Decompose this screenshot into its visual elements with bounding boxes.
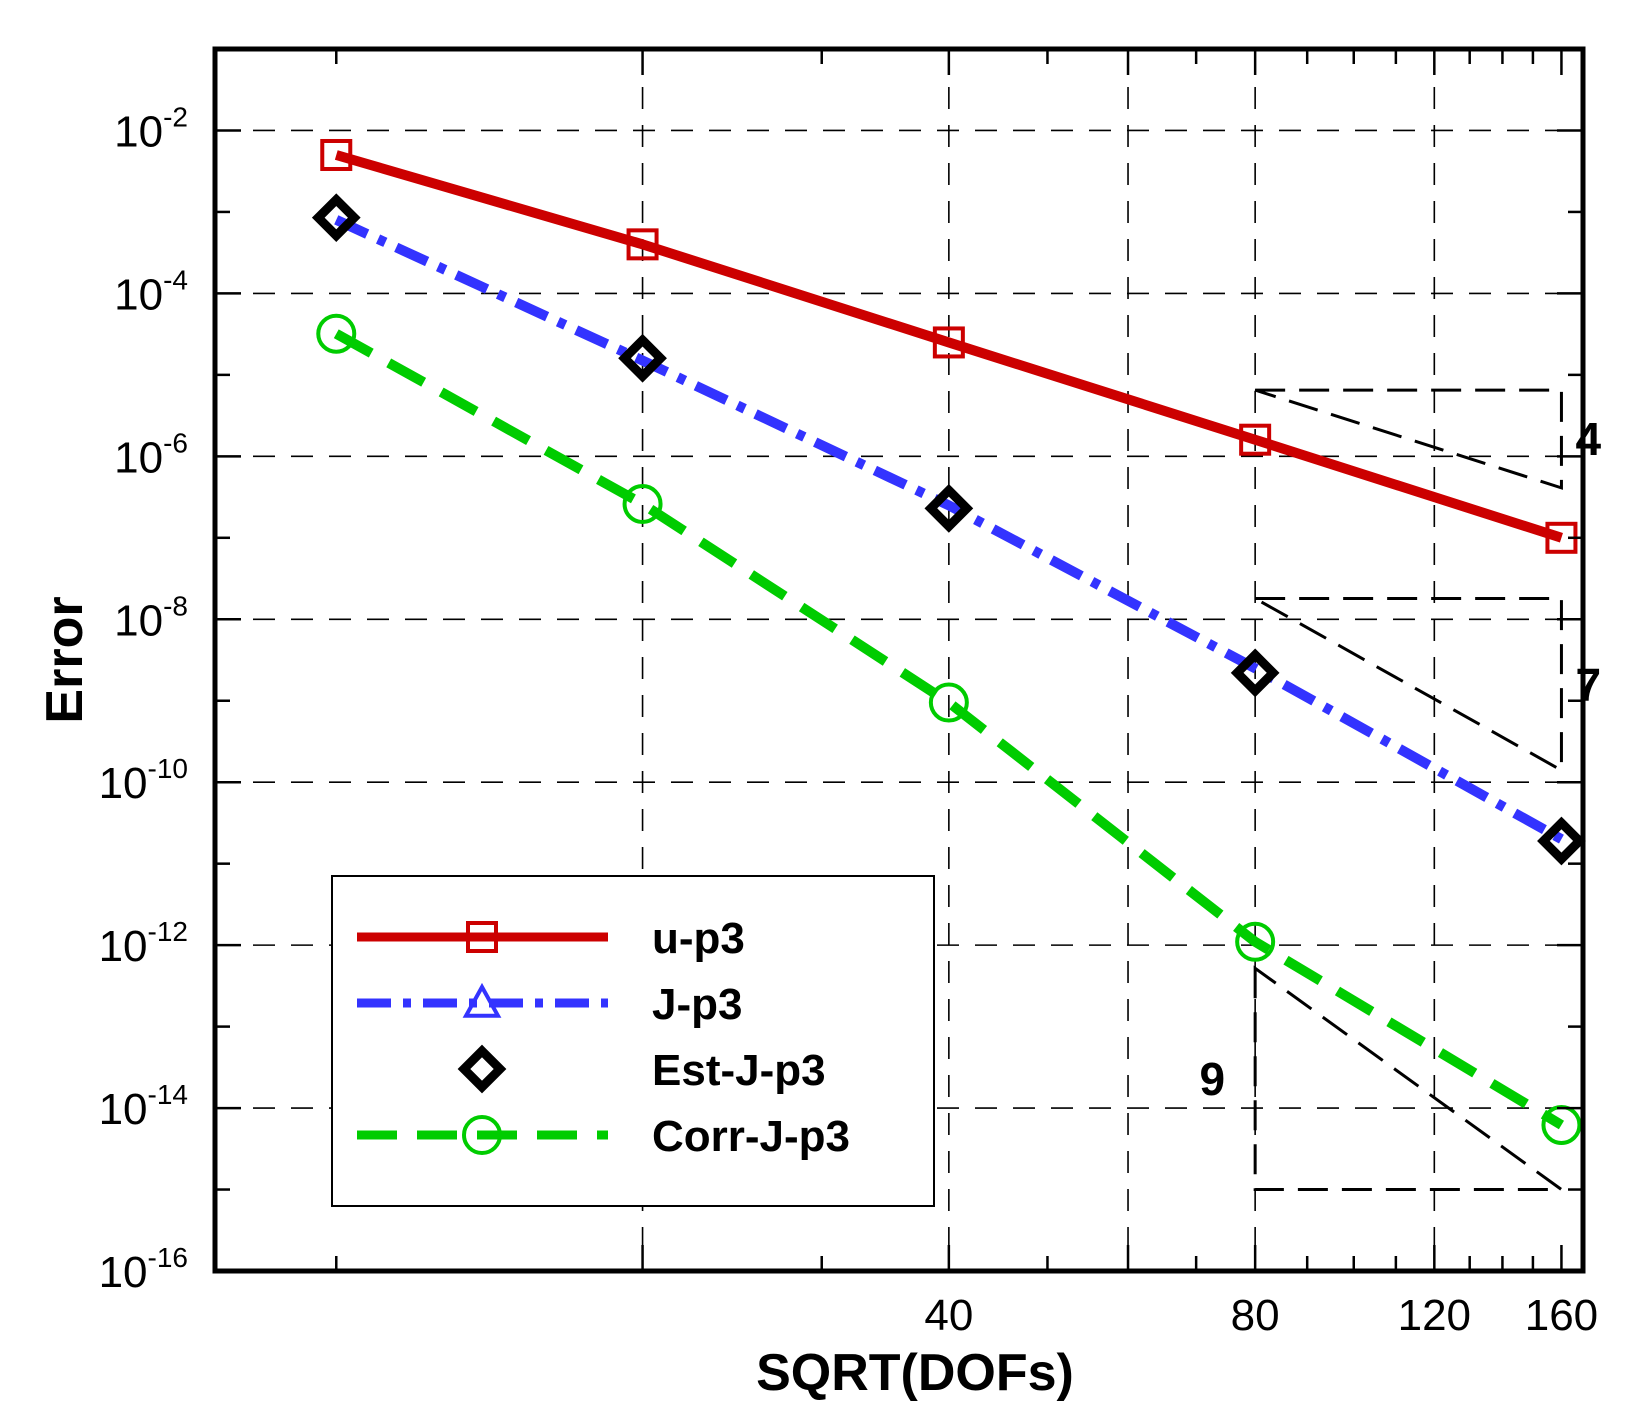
series-J-p3 [334, 215, 1564, 844]
legend-label: Est-J-p3 [652, 1046, 826, 1095]
series-line [334, 150, 1563, 543]
x-tick-labels: 40 80 120 160 [924, 1291, 1598, 1340]
square-marker [932, 326, 965, 359]
diamond-marker [618, 333, 667, 383]
y-tick-label: 10-6 [114, 427, 188, 482]
diamond-marker [924, 483, 974, 533]
slope-label: 7 [1575, 658, 1601, 710]
diamond-marker [1230, 648, 1280, 698]
legend-item: u-p3 [357, 914, 745, 963]
square-marker [466, 921, 498, 953]
y-tick-labels: 10-2 10-4 10-6 10-8 10-10 10-12 10-14 10-16 [99, 101, 188, 1297]
y-tick-label: 10-10 [99, 753, 188, 808]
legend-box [331, 875, 935, 1207]
circle-marker [1235, 921, 1276, 962]
legend-item: Est-J-p3 [457, 1044, 826, 1095]
series-line [333, 329, 1565, 1130]
x-tick-label: 160 [1525, 1291, 1598, 1340]
y-tick-label: 10-16 [99, 1242, 188, 1297]
y-tick-label: 10-4 [114, 264, 188, 319]
axis-ticks [215, 47, 1583, 1273]
y-axis-title: Error [36, 596, 94, 723]
slope-label: 9 [1200, 1053, 1226, 1105]
x-tick-label: 120 [1398, 1291, 1471, 1340]
circle-marker [462, 1115, 502, 1155]
series-line [334, 215, 1564, 844]
legend-label: J-p3 [652, 980, 742, 1029]
legend-item: J-p3 [357, 980, 742, 1029]
series [311, 138, 1586, 1145]
x-tick-label: 80 [1231, 1291, 1280, 1340]
legend-label: Corr-J-p3 [652, 1112, 850, 1161]
square-marker [320, 138, 353, 171]
y-tick-label: 10-14 [99, 1079, 188, 1134]
diamond-marker [1537, 816, 1586, 866]
y-tick-label: 10-2 [114, 101, 188, 156]
diamond-marker [457, 1044, 507, 1094]
square-marker [626, 228, 659, 261]
slope-triangle [1249, 596, 1563, 773]
series-Est-J-p3 [311, 193, 1586, 866]
circle-marker [928, 682, 969, 723]
slope-triangle [1253, 965, 1567, 1192]
diamond-marker [311, 193, 361, 243]
square-marker [1239, 423, 1272, 456]
y-tick-label: 10-8 [114, 590, 188, 645]
triangle-marker [462, 982, 502, 1018]
legend-label: u-p3 [652, 914, 745, 963]
legend-item: Corr-J-p3 [357, 1112, 850, 1161]
circle-marker [316, 313, 357, 354]
slope-triangles: 479 [1200, 388, 1601, 1192]
y-tick-label: 10-12 [99, 916, 188, 971]
slope-triangle [1254, 388, 1563, 490]
legend: u-p3 J-p3 Est-J-p3 Corr-J-p3 [331, 875, 935, 1207]
x-tick-label: 40 [924, 1291, 973, 1340]
circle-marker [622, 483, 663, 524]
plot-frame [212, 46, 1586, 1274]
x-axis-title: SQRT(DOFs) [756, 1344, 1074, 1402]
